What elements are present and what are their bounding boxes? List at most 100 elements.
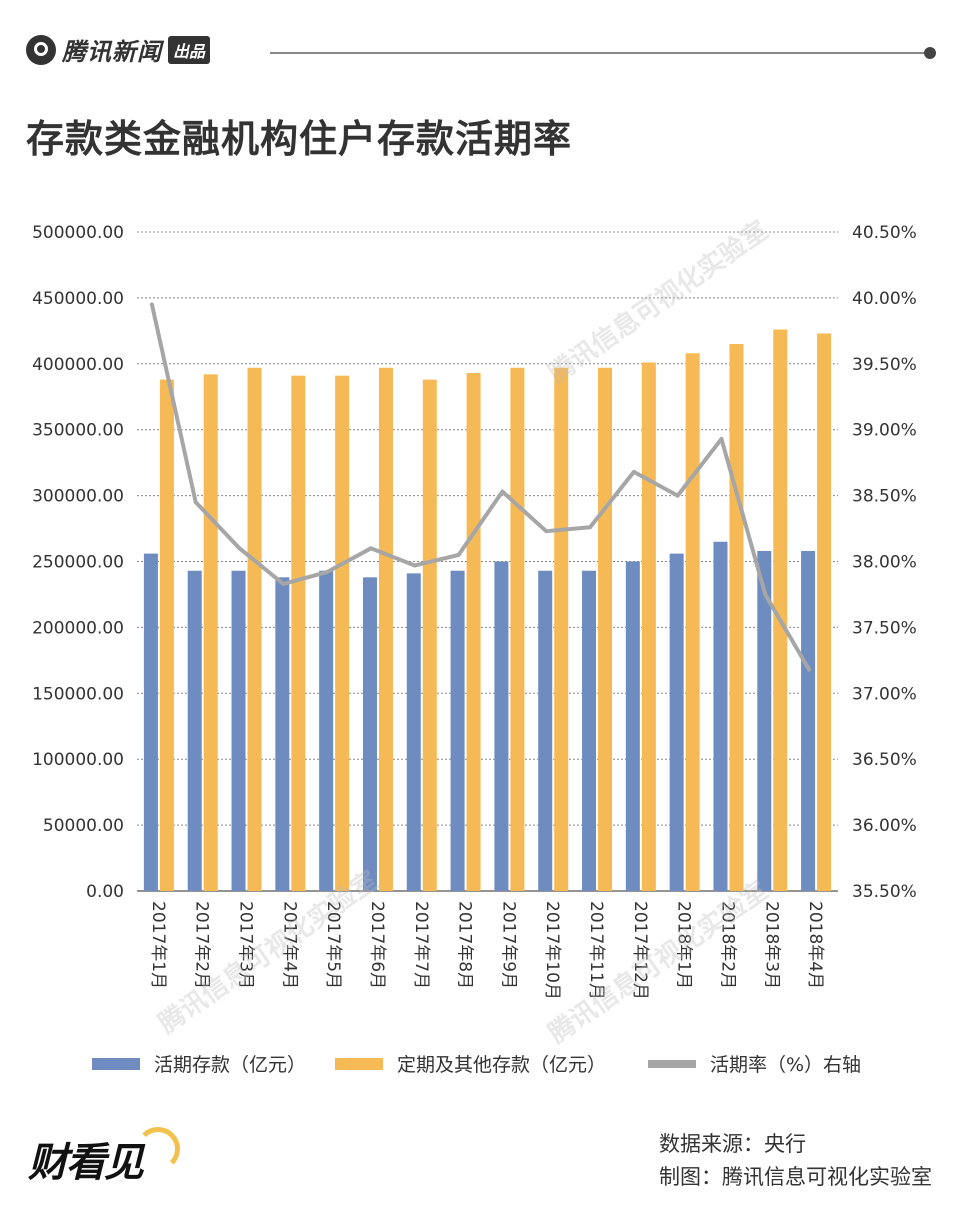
header-divider-dot <box>924 47 936 59</box>
bar-demand <box>231 570 246 891</box>
legend-item[interactable]: 定期及其他存款（亿元） <box>335 1050 606 1077</box>
rate-point <box>456 552 461 557</box>
x-tick-label: 2018年4月 <box>805 901 825 989</box>
rate-point <box>281 581 286 586</box>
bar-time <box>291 375 306 891</box>
right-axis-ticks: 35.50% 36.00% 36.50% 37.00% 37.50% 38.00% 38.5… <box>852 223 917 902</box>
bar-demand <box>143 553 158 891</box>
bar-time <box>510 367 525 891</box>
x-tick-label: 2017年10月 <box>542 901 562 1000</box>
bar-demand <box>713 541 728 891</box>
bar-demand <box>582 570 597 891</box>
page-title: 存款类金融机构住户存款活期率 <box>26 117 573 161</box>
left-axis-ticks: 0.00 50000.00 100000.00 150000.00 200000.00 2… <box>32 223 124 902</box>
bar-time <box>159 379 174 891</box>
x-tick-label: 2017年2月 <box>192 901 212 989</box>
right-tick-label: 38.00% <box>852 553 917 573</box>
right-tick-label: 36.50% <box>852 750 917 770</box>
bars <box>143 329 832 892</box>
x-tick-label: 2018年2月 <box>717 901 737 989</box>
footer-brand-logo: 财看见 <box>28 1140 144 1186</box>
rate-point <box>719 436 724 441</box>
bar-time <box>466 373 481 891</box>
header: 腾讯新闻 出品 <box>26 30 938 74</box>
bar-demand <box>406 573 421 891</box>
bar-time <box>598 367 613 891</box>
rate-point <box>631 469 636 474</box>
x-tick-label: 2018年1月 <box>674 901 694 989</box>
bar-time <box>378 367 393 891</box>
left-tick-label: 300000.00 <box>32 487 124 507</box>
bar-time <box>641 362 656 891</box>
legend-swatch-time <box>335 1057 383 1070</box>
x-tick-label: 2017年1月 <box>148 901 168 989</box>
bar-time <box>335 375 350 891</box>
bar-demand <box>187 570 202 891</box>
right-tick-label: 39.00% <box>852 421 917 441</box>
x-axis-ticks: 2017年1月 2017年2月 2017年3月 2017年4月 2017年5月 2017年… <box>148 901 825 1000</box>
bar-demand <box>362 577 377 891</box>
rate-point <box>325 570 330 575</box>
x-tick-label: 2017年4月 <box>279 901 299 989</box>
x-tick-label: 2017年3月 <box>236 901 256 989</box>
bar-time <box>247 367 262 891</box>
legend-swatch-demand <box>92 1057 140 1070</box>
legend-label: 活期存款（亿元） <box>154 1054 307 1076</box>
bar-time <box>685 353 700 892</box>
legend: 活期存款（亿元） 定期及其他存款（亿元） 活期率（%）右轴 <box>92 1050 892 1080</box>
bar-time <box>422 379 437 891</box>
data-source: 数据来源：央行 <box>659 1132 806 1156</box>
x-tick-label: 2017年8月 <box>455 901 475 989</box>
x-tick-label: 2017年9月 <box>498 901 518 989</box>
bar-demand <box>538 570 553 891</box>
bar-demand <box>450 570 465 891</box>
header-divider <box>270 52 928 54</box>
rate-line-path <box>149 304 811 671</box>
swoosh-icon <box>136 1127 180 1171</box>
bar-demand <box>494 561 509 891</box>
rate-point <box>368 546 373 551</box>
right-tick-label: 37.50% <box>852 618 917 638</box>
x-tick-label: 2017年5月 <box>323 901 343 989</box>
legend-item[interactable]: 活期率（%）右轴 <box>648 1050 861 1077</box>
chart-credit: 制图：腾讯信息可视化实验室 <box>659 1165 932 1189</box>
rate-point <box>588 525 593 530</box>
rate-point <box>237 546 242 551</box>
rate-point <box>500 489 505 494</box>
bar-time <box>729 344 744 891</box>
brand-logo[interactable]: 腾讯新闻 出品 <box>26 32 211 67</box>
x-tick-label: 2017年12月 <box>630 901 650 1000</box>
bar-demand <box>669 553 684 891</box>
rate-point <box>763 592 768 597</box>
x-tick-label: 2018年3月 <box>761 901 781 989</box>
bar-demand <box>319 570 334 891</box>
right-tick-label: 35.50% <box>852 882 917 902</box>
legend-item[interactable]: 活期存款（亿元） <box>92 1050 306 1077</box>
legend-swatch-rate <box>648 1059 696 1068</box>
left-tick-label: 150000.00 <box>32 684 124 704</box>
chart: 0.00 50000.00 100000.00 150000.00 200000.00 2… <box>32 223 917 1000</box>
x-tick-label: 2017年11月 <box>586 901 606 1000</box>
rate-point <box>412 563 417 568</box>
left-tick-label: 450000.00 <box>32 289 124 309</box>
rate-point <box>193 500 198 505</box>
x-tick-label: 2017年6月 <box>367 901 387 989</box>
right-tick-label: 38.50% <box>852 487 917 507</box>
penguin-logo-icon <box>26 34 56 65</box>
bar-time <box>203 374 218 891</box>
rate-point <box>544 529 549 534</box>
left-tick-label: 350000.00 <box>32 421 124 441</box>
right-tick-label: 37.00% <box>852 684 917 704</box>
left-tick-label: 0.00 <box>86 882 124 902</box>
left-tick-label: 200000.00 <box>32 618 124 638</box>
left-tick-label: 100000.00 <box>32 750 124 770</box>
left-tick-label: 400000.00 <box>32 355 124 375</box>
right-tick-label: 39.50% <box>852 355 917 375</box>
bar-demand <box>625 561 640 891</box>
brand-tag: 出品 <box>168 35 211 64</box>
bar-time <box>817 333 832 892</box>
bar-demand <box>757 550 772 891</box>
right-tick-label: 40.00% <box>852 289 917 309</box>
rate-line <box>149 302 812 672</box>
bar-demand <box>275 577 290 891</box>
